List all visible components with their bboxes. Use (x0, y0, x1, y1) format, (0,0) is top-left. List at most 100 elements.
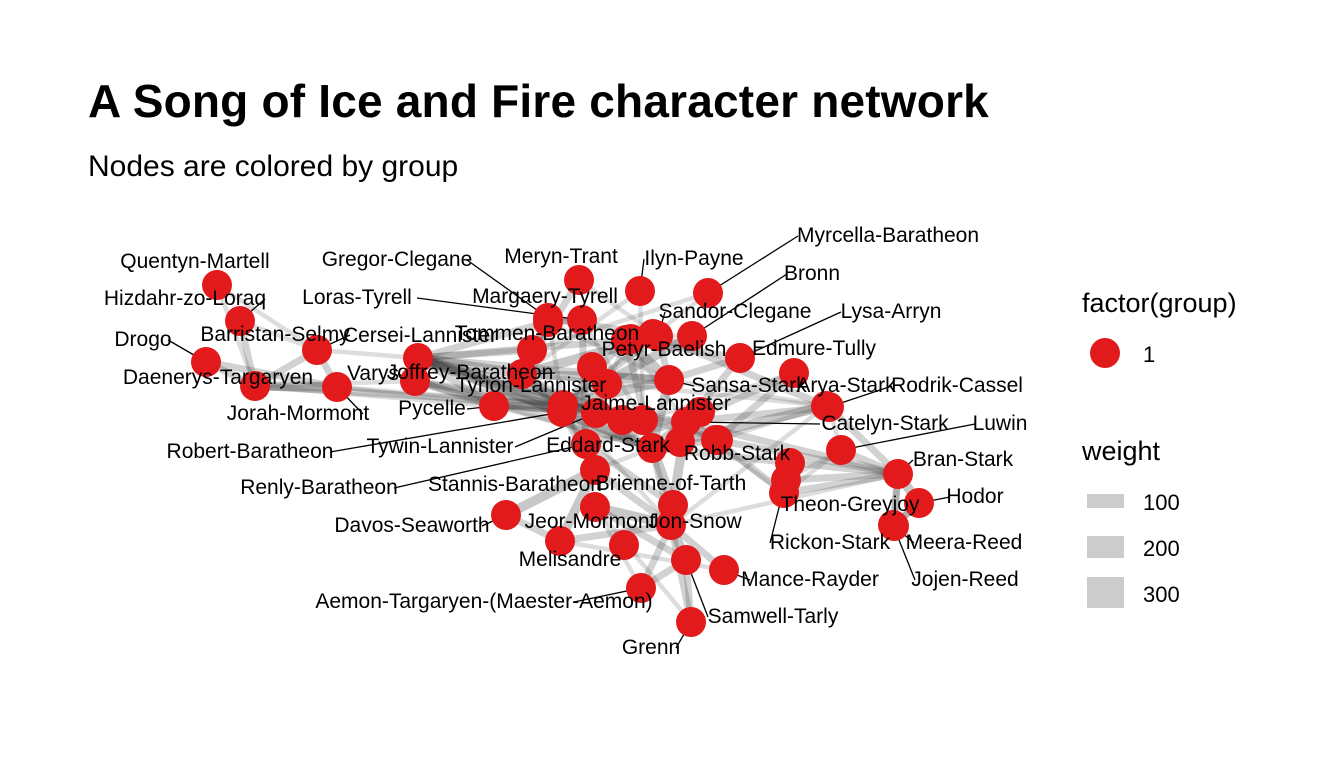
node-label-catelyn-stark: Catelyn-Stark (821, 412, 949, 435)
node-label-mance-rayder: Mance-Rayder (741, 568, 879, 591)
legend-weight-label-200: 200 (1143, 536, 1180, 561)
node-renly-baratheon[interactable] (571, 429, 601, 459)
node-eddard-stark[interactable] (637, 433, 667, 463)
leader-renly-baratheon (393, 443, 587, 489)
node-label-rodrik-cassel: Rodrik-Cassel (891, 374, 1023, 397)
node-myrcella-baratheon[interactable] (693, 278, 723, 308)
node-cluster-dot-0 (607, 405, 637, 435)
edge-samwell-tarly--jeor-mormont (591, 503, 690, 564)
node-varys[interactable] (400, 366, 430, 396)
edge-robb-stark--bran-stark (712, 436, 902, 478)
node-petyr-baelish[interactable] (611, 325, 641, 355)
node-label-quentyn-martell: Quentyn-Martell (120, 250, 269, 273)
node-sandor-clegane[interactable] (643, 321, 673, 351)
node-jojen-reed[interactable] (878, 510, 908, 540)
node-label-drogo: Drogo (114, 328, 171, 351)
node-stannis-baratheon[interactable] (580, 455, 610, 485)
node-ilyn-payne[interactable] (625, 276, 655, 306)
node-mance-rayder[interactable] (709, 555, 739, 585)
edge-tyrion-lannister--jon-snow (560, 402, 674, 528)
edge-cersei-lannister--joffrey-baratheon (413, 353, 527, 379)
node-label-jaime-lannister: Jaime-Lannister (581, 392, 730, 415)
edge-jorah-mormont--tyrion-lannister (334, 384, 566, 408)
node-label-tywin-lannister: Tywin-Lannister (366, 435, 513, 458)
edge-tywin-lannister--pycelle (491, 403, 599, 416)
node-pycelle[interactable] (479, 391, 509, 421)
node-label-jon-snow: Jon-Snow (648, 510, 742, 533)
legend-weight-swatch-300 (1087, 577, 1124, 608)
node-label-robb-stark: Robb-Stark (684, 442, 791, 465)
edge-bran-stark--rodrik-cassel (825, 403, 902, 478)
edge-bran-stark--rickon-stark (782, 470, 902, 484)
node-robb-stark[interactable] (701, 425, 731, 455)
node-rickon-stark[interactable] (771, 465, 801, 495)
node-bronn[interactable] (677, 321, 707, 351)
node-catelyn-stark[interactable] (671, 407, 701, 437)
node-label-margaery-tyrell: Margaery-Tyrell (472, 285, 618, 308)
node-label-daenerys-targaryen: Daenerys-Targaryen (123, 366, 313, 389)
node-label-pycelle: Pycelle (398, 397, 466, 420)
node-rodrik-cassel[interactable] (814, 392, 844, 422)
node-label-brienne-of-tarth: Brienne-of-Tarth (596, 472, 747, 495)
node-jorah-mormont[interactable] (322, 372, 352, 402)
node-label-petyr-baelish: Petyr-Baelish (602, 338, 727, 361)
node-label-ilyn-payne: Ilyn-Payne (644, 247, 743, 270)
node-robert-baratheon[interactable] (547, 397, 577, 427)
node-label-stannis-baratheon: Stannis-Baratheon (428, 473, 602, 496)
node-tywin-lannister[interactable] (581, 398, 611, 428)
node-luwin[interactable] (826, 435, 856, 465)
edge-daenerys-targaryen--quentyn-martell (214, 282, 258, 389)
node-layer (191, 265, 934, 637)
node-loras-tyrell[interactable] (567, 305, 597, 335)
node-drogo[interactable] (191, 347, 221, 377)
node-label-renly-baratheon: Renly-Baratheon (240, 476, 398, 499)
node-jeor-mormont[interactable] (580, 492, 610, 522)
edge-daenerys-targaryen--tyrion-lannister (251, 382, 567, 409)
node-label-edmure-tully: Edmure-Tully (752, 337, 877, 360)
node-aemon-targaryen-maester-aemon[interactable] (626, 573, 656, 603)
label-leader-layer (167, 235, 976, 649)
node-label-layer: Quentyn-Martell Hizdahr-zo-Loraq Drogo Daen… (104, 224, 1028, 659)
node-sansa-stark[interactable] (654, 365, 684, 395)
node-margaery-tyrell[interactable] (533, 307, 563, 337)
node-hizdahr-zo-loraq[interactable] (225, 306, 255, 336)
edge-renly-baratheon--brienne-of-tarth (582, 440, 677, 509)
edge-loras-tyrell--jaime-lannister (579, 317, 646, 423)
node-quentyn-martell[interactable] (202, 270, 232, 300)
node-grenn[interactable] (676, 607, 706, 637)
node-label-meryn-trant: Meryn-Trant (504, 245, 618, 268)
edge-stannis-baratheon--davos-seaworth (501, 465, 600, 520)
node-hodor[interactable] (904, 488, 934, 518)
node-lysa-arryn[interactable] (725, 343, 755, 373)
node-label-varys: Varys (347, 362, 399, 385)
node-davos-seaworth[interactable] (491, 500, 521, 530)
node-label-tyrion-lannister: Tyrion-Lannister (456, 374, 607, 397)
legend-weight-title: weight (1082, 436, 1161, 466)
node-samwell-tarly[interactable] (671, 545, 701, 575)
node-label-sansa-stark: Sansa-Stark (691, 374, 807, 397)
leader-gregor-clegane (466, 259, 549, 319)
node-cersei-lannister[interactable] (403, 343, 433, 373)
node-meryn-trant[interactable] (564, 265, 594, 295)
node-tommen-baratheon[interactable] (517, 335, 547, 365)
edge-eddard-stark--varys (411, 377, 656, 452)
node-label-hizdahr-zo-loraq: Hizdahr-zo-Loraq (104, 287, 266, 310)
edge-cersei-lannister--sansa-stark (414, 354, 673, 384)
node-jon-snow[interactable] (656, 510, 686, 540)
node-joffrey-baratheon[interactable] (507, 359, 537, 389)
node-bran-stark[interactable] (883, 459, 913, 489)
node-jaime-lannister[interactable] (628, 405, 658, 435)
edge-jeor-mormont--grenn (592, 504, 694, 625)
node-label-robert-baratheon: Robert-Baratheon (167, 440, 334, 463)
legend-group-title: factor(group) (1082, 288, 1237, 318)
edge-cersei-lannister--margaery-tyrell (414, 318, 552, 362)
node-barristan-selmy[interactable] (302, 335, 332, 365)
leader-lysa-arryn (739, 311, 842, 359)
node-edmure-tully[interactable] (779, 358, 809, 388)
node-label-bran-stark: Bran-Stark (913, 448, 1014, 471)
edge-jaime-lannister--ilyn-payne (637, 288, 646, 423)
edge-bran-stark--theon-greyjoy (780, 470, 902, 497)
node-melisandre[interactable] (545, 526, 575, 556)
node-daenerys-targaryen[interactable] (240, 371, 270, 401)
node-label-jorah-mormont: Jorah-Mormont (227, 402, 370, 425)
